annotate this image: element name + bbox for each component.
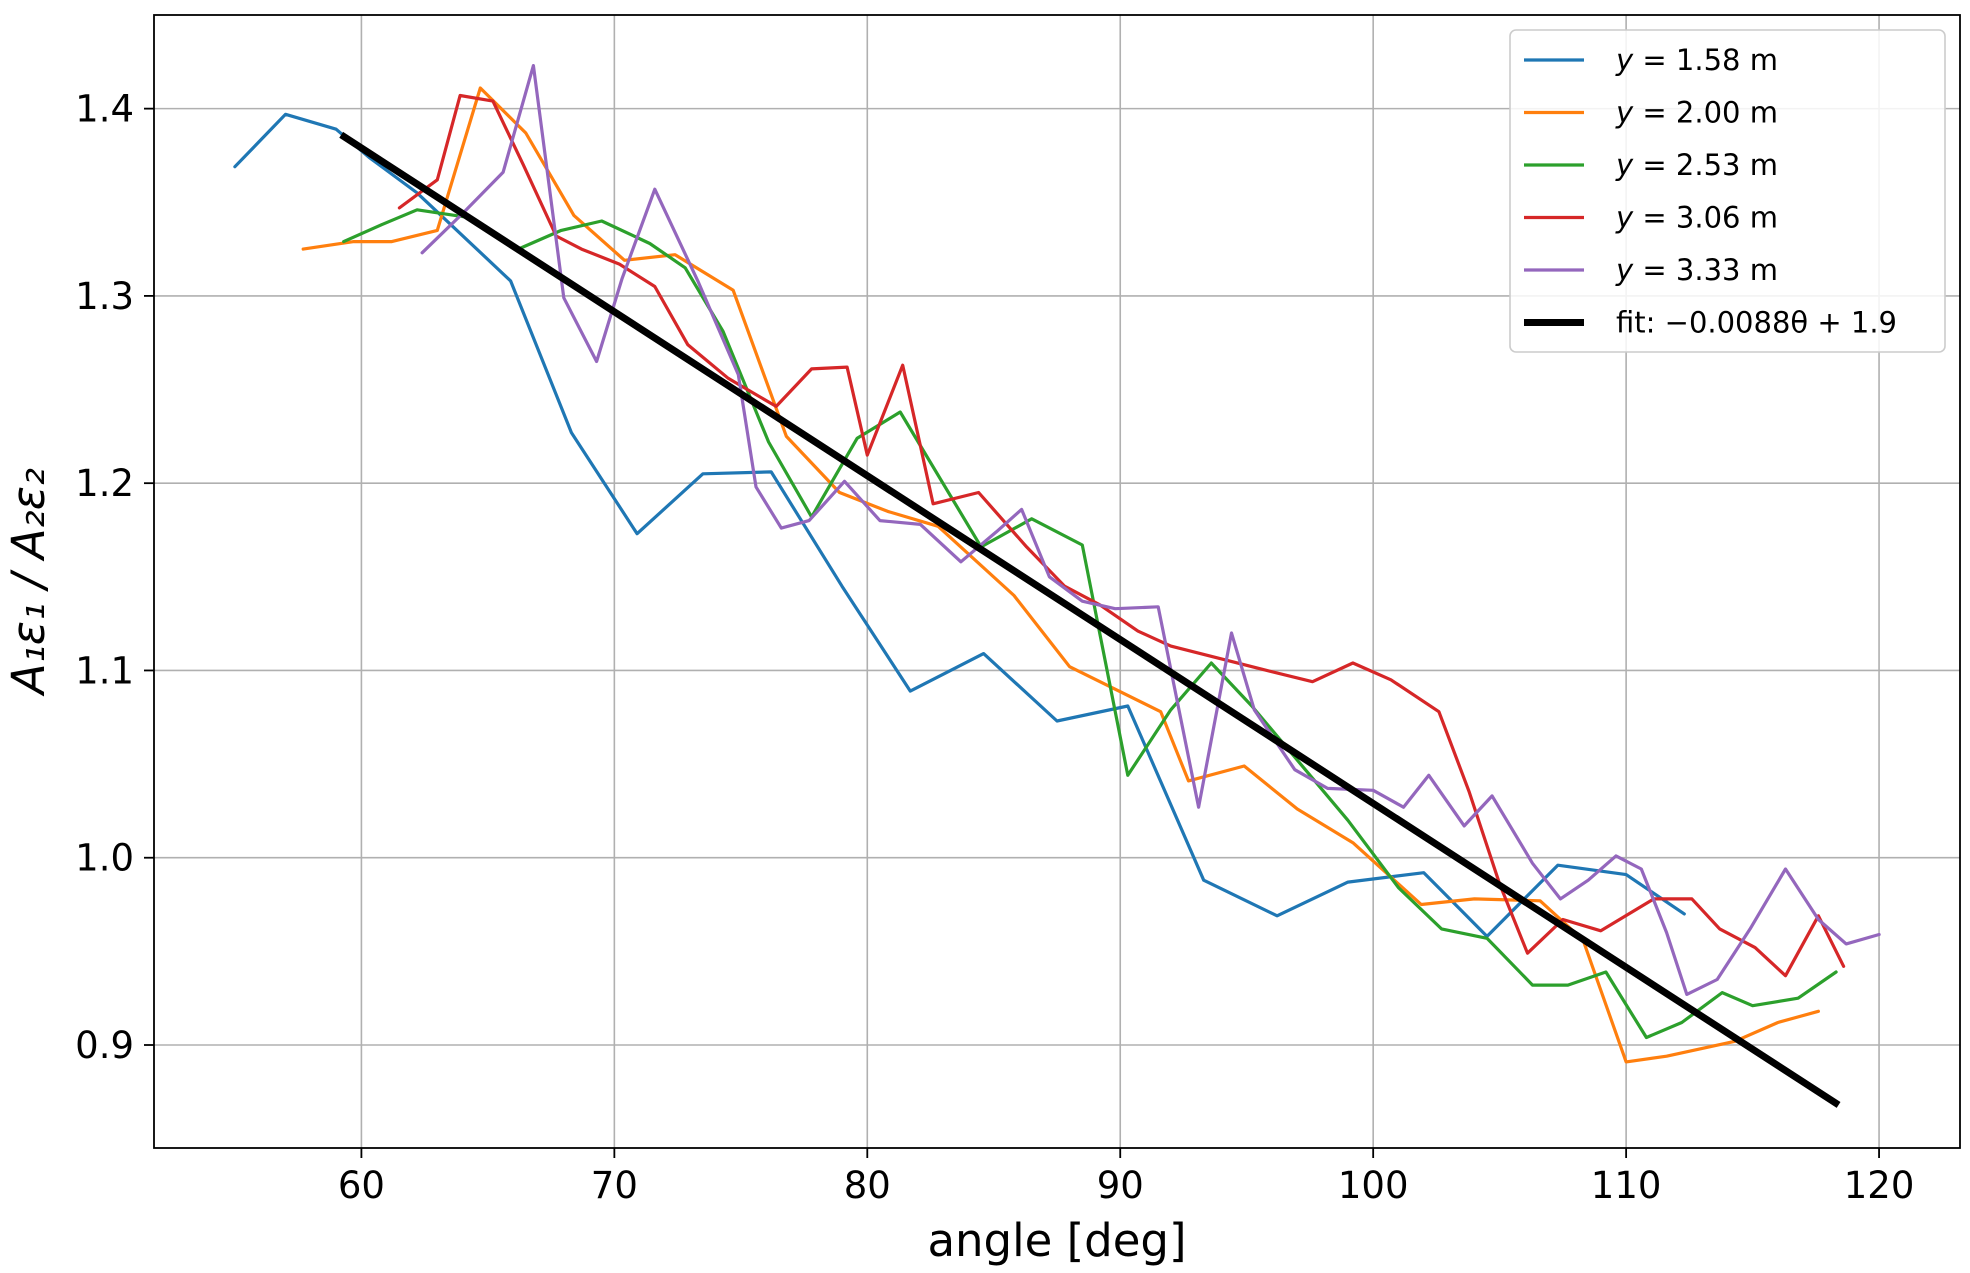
axis-ticks: 60 70 80 90 100 110 120 0.9 1.0 1.1 1.2 1.3 1.4: [75, 88, 1914, 1207]
series-line-1: [233, 112, 1686, 939]
x-tick-label: 60: [338, 1164, 385, 1207]
series-line-2: [301, 86, 1821, 1064]
y-tick-label: 1.1: [75, 649, 134, 692]
plot-frame: [153, 14, 1961, 1149]
legend-box: [1509, 29, 1946, 353]
x-tick-label: 90: [1097, 1164, 1144, 1207]
legend-label-1: y = 1.58 m: [1615, 43, 1778, 77]
legend-label-fit: fit: −0.0088θ + 1.9: [1616, 306, 1897, 340]
x-axis-label: angle [deg]: [927, 1214, 1186, 1267]
grid-lines: [154, 15, 1960, 1148]
series-line-5: [420, 63, 1881, 997]
series-layer: [233, 63, 1881, 1108]
x-tick-label: 100: [1338, 1164, 1409, 1207]
legend: y = 1.58 m y = 2.00 m y = 2.53 m y = 3.06 m…: [1509, 29, 1946, 353]
y-axis-label: A₁ε₁ / A₂ε₂: [2, 468, 55, 697]
fit-line: [339, 131, 1841, 1108]
y-tick-label: 1.0: [75, 837, 134, 880]
y-tick-label: 1.4: [75, 88, 134, 131]
y-tick-label: 0.9: [75, 1024, 134, 1067]
legend-label-2: y = 2.00 m: [1615, 96, 1778, 130]
legend-label-4: y = 3.06 m: [1615, 201, 1778, 235]
x-tick-label: 110: [1591, 1164, 1662, 1207]
series-line-4: [397, 93, 1846, 978]
y-tick-label: 1.2: [75, 462, 134, 505]
y-tick-label: 1.3: [75, 275, 134, 318]
x-tick-label: 70: [591, 1164, 638, 1207]
x-tick-label: 80: [844, 1164, 891, 1207]
series-line-3: [342, 208, 1838, 1040]
legend-label-5: y = 3.33 m: [1615, 253, 1778, 287]
x-tick-label: 120: [1844, 1164, 1915, 1207]
legend-label-3: y = 2.53 m: [1615, 148, 1778, 182]
